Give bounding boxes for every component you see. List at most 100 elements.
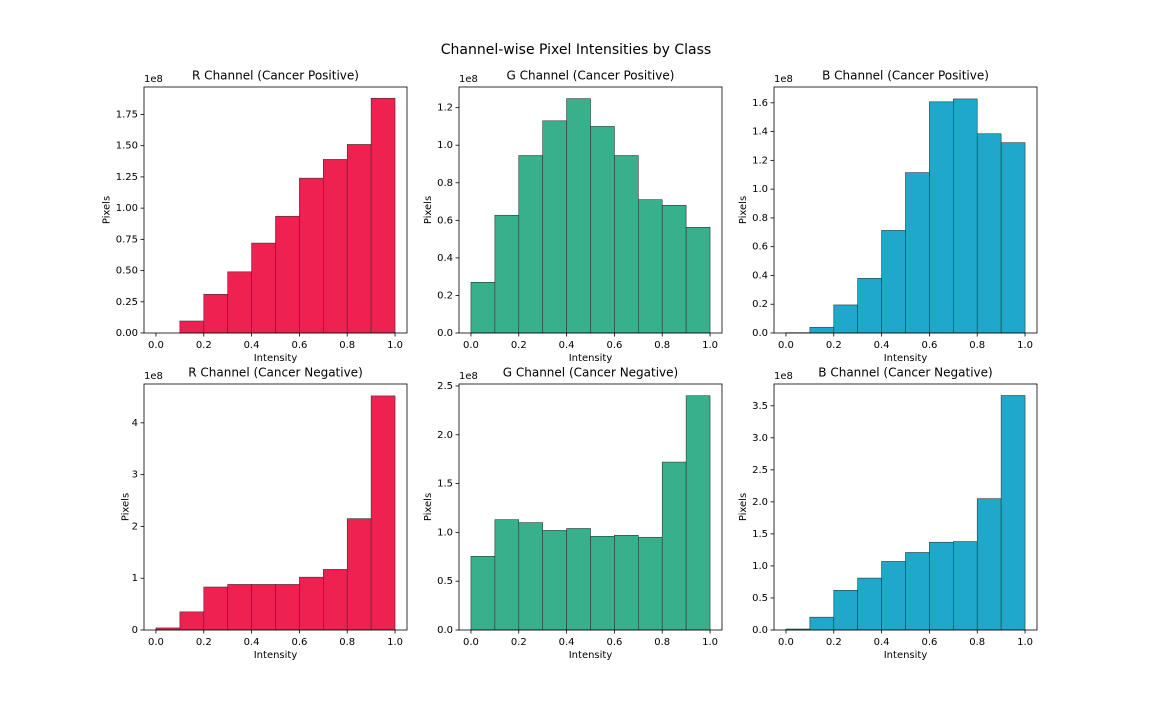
x-tick-label: 0.4 xyxy=(874,637,890,648)
y-tick-label: 1.00 xyxy=(116,203,138,214)
bar xyxy=(929,541,954,631)
y-tick-label: 1.0 xyxy=(437,527,453,538)
bar xyxy=(638,199,663,334)
bar xyxy=(953,98,978,334)
x-tick-label: 0.6 xyxy=(606,637,622,648)
axes-frame xyxy=(143,86,408,334)
y-tick-label: 1.6 xyxy=(752,98,768,109)
y-tick-label: 0.50 xyxy=(116,266,138,277)
x-tick-label: 0.8 xyxy=(654,637,670,648)
offset-label: 1e8 xyxy=(144,74,163,85)
x-tick-label: 0.8 xyxy=(654,340,670,351)
bar xyxy=(299,177,324,334)
y-tick-label: 0.0 xyxy=(752,328,768,339)
y-tick-label: 1 xyxy=(132,573,138,584)
bar xyxy=(661,461,687,631)
axes-frame xyxy=(458,86,723,334)
y-axis-label: Pixels xyxy=(121,493,132,521)
y-tick-label: 0.0 xyxy=(437,625,453,636)
y-tick-label: 4 xyxy=(132,418,138,429)
bar xyxy=(809,616,835,631)
offset-label: 1e8 xyxy=(459,74,478,85)
x-tick-label: 0.0 xyxy=(148,637,164,648)
y-tick-label: 3 xyxy=(132,470,138,481)
bar xyxy=(346,518,372,631)
y-axis-label: Pixels xyxy=(423,493,434,521)
x-tick-label: 0.6 xyxy=(606,340,622,351)
bar xyxy=(857,278,882,334)
bar xyxy=(1000,142,1026,334)
x-tick-label: 1.0 xyxy=(702,637,718,648)
bar xyxy=(203,293,228,334)
bar xyxy=(685,226,711,334)
bar xyxy=(614,155,639,334)
y-tick-label: 0.6 xyxy=(437,215,453,226)
bar xyxy=(227,271,252,334)
x-tick-label: 0.6 xyxy=(921,637,937,648)
y-tick-label: 2.0 xyxy=(752,497,768,508)
y-tick-label: 1.2 xyxy=(752,155,768,166)
y-tick-label: 0.4 xyxy=(437,253,453,264)
axes-title: B Channel (Cancer Negative) xyxy=(818,366,992,380)
y-axis-label: Pixels xyxy=(738,196,749,224)
bar xyxy=(590,535,615,631)
bar xyxy=(323,159,348,334)
y-tick-label: 1.5 xyxy=(752,529,768,540)
y-tick-label: 0.5 xyxy=(752,593,768,604)
x-tick-label: 0.8 xyxy=(339,340,355,351)
x-tick-label: 0.0 xyxy=(778,637,794,648)
bar xyxy=(1000,395,1026,631)
bar xyxy=(227,584,252,631)
y-tick-label: 0.0 xyxy=(752,625,768,636)
x-tick-label: 0.0 xyxy=(463,340,479,351)
bar xyxy=(370,395,396,631)
bar xyxy=(833,589,858,631)
bar xyxy=(590,126,615,334)
x-tick-label: 0.2 xyxy=(196,637,212,648)
y-tick-label: 1.75 xyxy=(116,109,138,120)
y-axis-label: Pixels xyxy=(738,493,749,521)
bar xyxy=(179,320,205,334)
offset-label: 1e8 xyxy=(144,371,163,382)
offset-label: 1e8 xyxy=(774,74,793,85)
y-tick-label: 1.5 xyxy=(437,479,453,490)
x-tick-label: 0.8 xyxy=(969,340,985,351)
axes-title: G Channel (Cancer Positive) xyxy=(507,69,675,83)
x-tick-label: 1.0 xyxy=(387,637,403,648)
x-tick-label: 1.0 xyxy=(1017,637,1033,648)
bar xyxy=(470,281,496,334)
x-tick-label: 0.6 xyxy=(291,637,307,648)
x-tick-label: 0.0 xyxy=(148,340,164,351)
bar xyxy=(809,326,835,334)
figure-title: Channel-wise Pixel Intensities by Class xyxy=(441,42,711,58)
x-tick-label: 0.8 xyxy=(969,637,985,648)
bar xyxy=(905,552,930,631)
x-tick-label: 0.4 xyxy=(244,340,260,351)
bar xyxy=(566,528,591,631)
bar xyxy=(976,133,1002,334)
y-tick-label: 1.50 xyxy=(116,141,138,152)
y-tick-label: 2 xyxy=(132,521,138,532)
axes-frame xyxy=(773,383,1038,631)
x-tick-label: 0.0 xyxy=(463,637,479,648)
bar xyxy=(518,522,543,631)
y-axis-label: Pixels xyxy=(101,196,112,224)
offset-label: 1e8 xyxy=(774,371,793,382)
offset-label: 1e8 xyxy=(459,371,478,382)
bar xyxy=(494,214,520,334)
bar xyxy=(323,569,348,631)
y-tick-label: 0.8 xyxy=(437,178,453,189)
bar xyxy=(346,144,372,334)
bar xyxy=(638,536,663,631)
bar xyxy=(542,530,567,631)
bar xyxy=(518,155,543,334)
bar xyxy=(929,101,954,334)
axes-frame xyxy=(458,383,723,631)
y-tick-label: 3.0 xyxy=(752,433,768,444)
axes-frame xyxy=(143,383,408,631)
y-tick-label: 0.8 xyxy=(752,213,768,224)
y-tick-label: 0.4 xyxy=(752,270,768,281)
bar xyxy=(976,498,1002,631)
bar xyxy=(251,584,276,631)
